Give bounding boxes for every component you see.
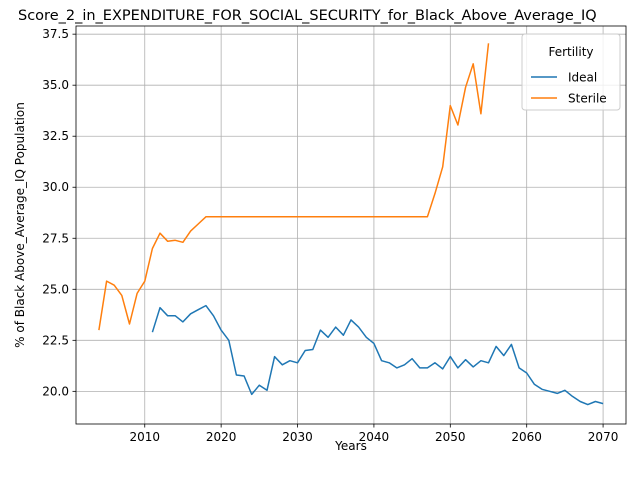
chart-title: Score_2_in_EXPENDITURE_FOR_SOCIAL_SECURI… [18,8,597,24]
y-axis-label: % of Black Above_Average_IQ Population [13,102,27,348]
y-tick-label: 27.5 [42,231,69,245]
x-tick-label: 2040 [359,430,390,444]
y-tick-label: 35.0 [42,78,69,92]
series-lines [98,43,604,406]
x-tick-label: 2070 [588,430,619,444]
y-tick-label: 30.0 [42,180,69,194]
legend-entries: Ideal Sterile [531,71,607,106]
x-axis-ticks: 2010 2020 2030 2040 2050 2060 2070 [129,424,618,444]
y-tick-label: 37.5 [42,27,69,41]
x-tick-label: 2030 [282,430,313,444]
x-tick-label: 2060 [511,430,542,444]
legend-label-ideal: Ideal [568,71,597,85]
y-tick-label: 20.0 [42,384,69,398]
legend-title: Fertility [548,45,593,59]
legend: Fertility Ideal Sterile [521,33,621,111]
series-line-ideal [151,304,604,406]
y-tick-label: 25.0 [42,282,69,296]
y-axis-ticks: 20.0 22.5 25.0 27.5 30.0 32.5 35.0 37.5 [42,27,76,398]
y-tick-label: 32.5 [42,129,69,143]
legend-label-sterile: Sterile [568,92,607,106]
plot-area-frame [75,25,627,425]
grid-lines [76,26,626,424]
x-tick-label: 2010 [129,430,160,444]
series-line-sterile [98,43,490,331]
x-tick-label: 2050 [435,430,466,444]
legend-box [521,33,621,111]
x-axis-label: Years [334,439,367,453]
y-tick-label: 22.5 [42,333,69,347]
x-tick-label: 2020 [206,430,237,444]
